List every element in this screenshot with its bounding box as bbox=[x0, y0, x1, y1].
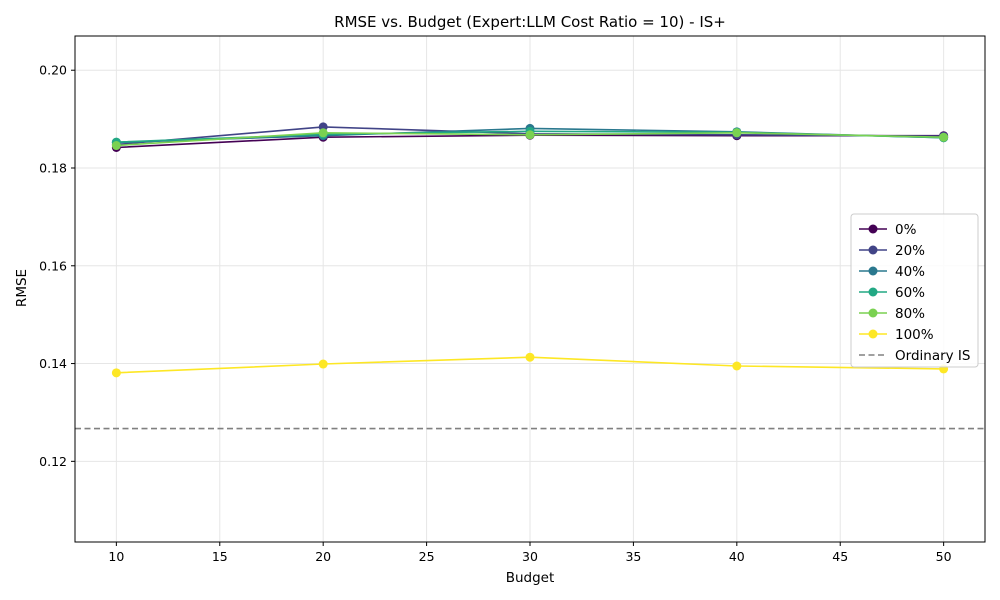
x-tick-label: 10 bbox=[108, 549, 124, 564]
data-point bbox=[318, 128, 328, 138]
x-tick-label: 15 bbox=[212, 549, 228, 564]
legend-item: 0% bbox=[859, 222, 917, 238]
legend-swatch-marker bbox=[868, 329, 878, 339]
legend-label: 0% bbox=[895, 222, 917, 238]
x-tick-label: 20 bbox=[315, 549, 331, 564]
x-axis-ticks: 10 15 20 25 30 35 40 45 50 bbox=[108, 542, 952, 564]
x-axis-label: Budget bbox=[506, 570, 555, 586]
data-point bbox=[525, 352, 535, 362]
x-tick-label: 25 bbox=[419, 549, 435, 564]
y-axis-ticks: 0.12 0.14 0.16 0.18 0.20 bbox=[39, 63, 75, 469]
chart-title: RMSE vs. Budget (Expert:LLM Cost Ratio =… bbox=[334, 13, 726, 31]
legend-label: 20% bbox=[895, 243, 925, 259]
y-tick-label: 0.18 bbox=[39, 161, 67, 176]
y-tick-label: 0.20 bbox=[39, 63, 67, 78]
y-tick-label: 0.12 bbox=[39, 454, 67, 469]
legend-label: 80% bbox=[895, 306, 925, 322]
y-axis-label: RMSE bbox=[14, 269, 30, 307]
legend-swatch-marker bbox=[868, 245, 878, 255]
x-tick-label: 50 bbox=[936, 549, 952, 564]
data-point bbox=[318, 359, 328, 369]
data-point bbox=[525, 130, 535, 140]
data-point bbox=[732, 128, 742, 138]
legend-swatch-marker bbox=[868, 308, 878, 318]
legend-label: Ordinary IS bbox=[895, 348, 970, 364]
x-tick-label: 40 bbox=[729, 549, 745, 564]
legend-label: 40% bbox=[895, 264, 925, 280]
y-tick-label: 0.14 bbox=[39, 356, 67, 371]
legend-swatch-marker bbox=[868, 266, 878, 276]
series-layer bbox=[111, 122, 949, 378]
series-100pct bbox=[111, 352, 949, 378]
data-point bbox=[732, 361, 742, 371]
data-point bbox=[939, 132, 949, 142]
legend-label: 60% bbox=[895, 285, 925, 301]
legend-label: 100% bbox=[895, 327, 934, 343]
legend-item: 40% bbox=[859, 264, 925, 280]
legend-swatch-marker bbox=[868, 224, 878, 234]
data-point bbox=[111, 141, 121, 151]
x-tick-label: 30 bbox=[522, 549, 538, 564]
legend-swatch-marker bbox=[868, 287, 878, 297]
x-tick-label: 35 bbox=[625, 549, 641, 564]
legend-item: Ordinary IS bbox=[859, 348, 970, 364]
y-tick-label: 0.16 bbox=[39, 258, 67, 273]
x-tick-label: 45 bbox=[832, 549, 848, 564]
legend-item: 60% bbox=[859, 285, 925, 301]
legend-item: 80% bbox=[859, 306, 925, 322]
data-point bbox=[111, 368, 121, 378]
legend-box bbox=[850, 213, 979, 368]
legend-item: 100% bbox=[859, 327, 934, 343]
series-80pct bbox=[111, 128, 949, 151]
legend-item: 20% bbox=[859, 243, 925, 259]
legend: 0% 20% 40% 60% 80% 100% Ordinary IS bbox=[850, 213, 979, 368]
grid bbox=[75, 36, 985, 542]
